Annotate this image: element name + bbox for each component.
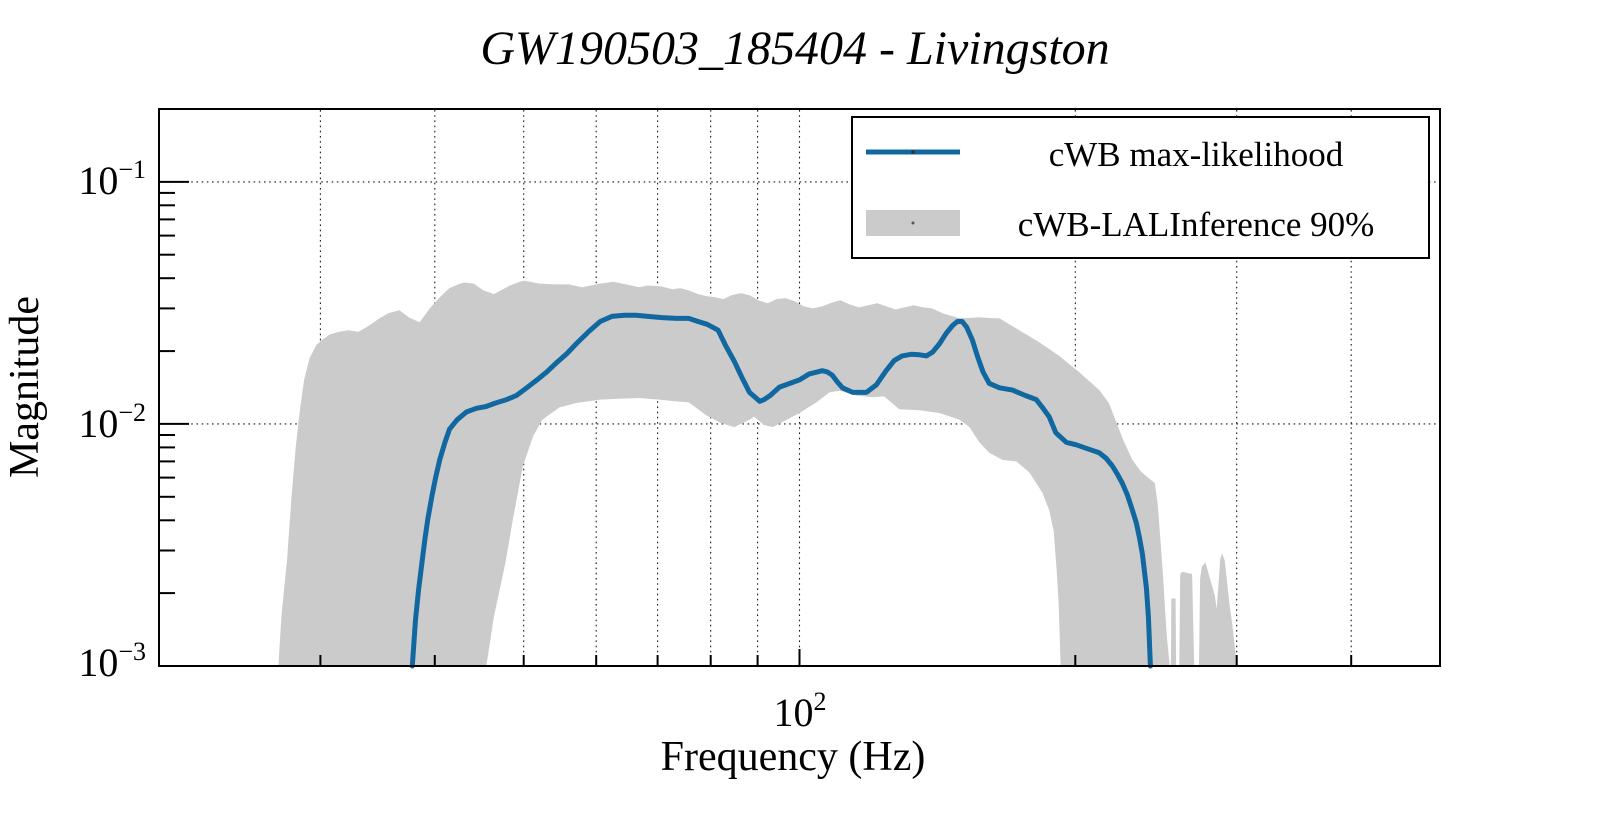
legend: cWB max-likelihood cWB-LALInference 90%	[851, 116, 1430, 259]
confidence-band-spike	[1179, 571, 1195, 666]
series-layer	[409, 312, 1153, 669]
x-tick-label-100: 102	[774, 687, 827, 735]
confidence-band-layer	[278, 280, 1238, 666]
confidence-band	[278, 280, 1170, 666]
y-tick-base: 10	[78, 158, 118, 203]
y-tick-label-1e-3: 10−3	[78, 637, 146, 685]
legend-label-max-likelihood: cWB max-likelihood	[1049, 135, 1344, 174]
y-tick-exponent: −2	[118, 398, 146, 427]
x-tick-exponent: 2	[814, 687, 827, 716]
y-tick-label-1e-2: 10−2	[78, 398, 146, 446]
x-axis-label: Frequency (Hz)	[661, 734, 926, 780]
y-axis-label: Magnitude	[2, 296, 48, 478]
y-tick-base: 10	[78, 401, 118, 446]
y-tick-base: 10	[78, 640, 118, 685]
y-tick-exponent: −3	[118, 637, 146, 666]
plot-border	[158, 108, 1441, 667]
chart-title: GW190503_185404 - Livingston	[480, 22, 1109, 75]
legend-label-lalinference: cWB-LALInference 90%	[1018, 205, 1375, 244]
legend-line-marker-dot	[911, 150, 915, 154]
y-tick-label-1e-1: 10−1	[78, 155, 146, 203]
x-tick-base: 10	[774, 690, 814, 735]
series-line	[409, 312, 1153, 669]
legend-band-marker-dot	[911, 221, 915, 225]
confidence-band-spike	[1199, 553, 1238, 666]
confidence-band-spike	[1170, 598, 1177, 666]
tick-layer	[159, 180, 1353, 666]
y-tick-exponent: −1	[118, 155, 146, 184]
